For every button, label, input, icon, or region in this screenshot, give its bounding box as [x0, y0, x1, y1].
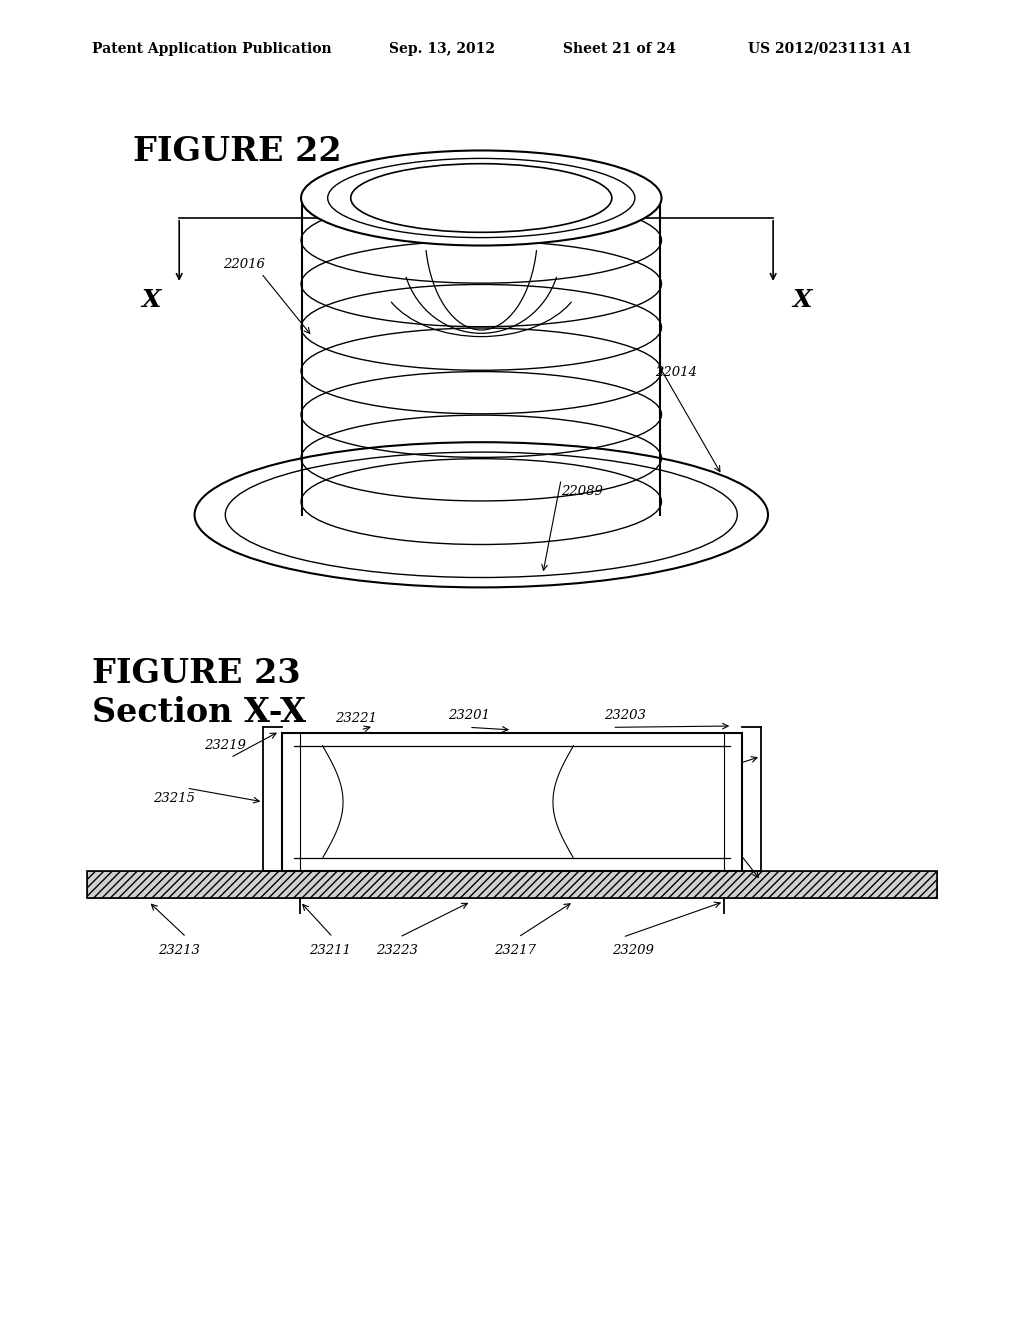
- Text: 22014: 22014: [655, 366, 696, 379]
- Text: Patent Application Publication: Patent Application Publication: [92, 42, 332, 55]
- Text: Section X-X: Section X-X: [92, 697, 306, 729]
- Text: FIGURE 23: FIGURE 23: [92, 657, 301, 689]
- Text: 23211: 23211: [309, 944, 350, 957]
- Ellipse shape: [195, 442, 768, 587]
- Text: Sheet 21 of 24: Sheet 21 of 24: [563, 42, 676, 55]
- Text: 22020: 22020: [422, 162, 463, 176]
- Text: US 2012/0231131 A1: US 2012/0231131 A1: [748, 42, 911, 55]
- Text: X: X: [793, 288, 811, 312]
- Text: 23215: 23215: [154, 792, 195, 805]
- Ellipse shape: [301, 150, 662, 246]
- Bar: [87, 871, 937, 898]
- Text: 23223: 23223: [377, 944, 418, 957]
- Text: 23217: 23217: [495, 944, 536, 957]
- Text: X: X: [141, 288, 160, 312]
- Text: 23213: 23213: [159, 944, 200, 957]
- Text: FIGURE 22: FIGURE 22: [133, 135, 342, 168]
- Text: 22016: 22016: [223, 257, 264, 271]
- Text: 23205: 23205: [676, 763, 717, 776]
- Text: 22019: 22019: [500, 160, 541, 173]
- Text: 23207: 23207: [686, 807, 727, 820]
- Text: 23221: 23221: [336, 711, 377, 725]
- Text: Sep. 13, 2012: Sep. 13, 2012: [389, 42, 496, 55]
- Text: 22010: 22010: [343, 168, 384, 181]
- Ellipse shape: [350, 164, 611, 232]
- Text: 23201: 23201: [449, 709, 489, 722]
- Bar: [87, 871, 937, 898]
- Text: 23219: 23219: [205, 739, 246, 752]
- Text: 23209: 23209: [612, 944, 653, 957]
- Bar: [282, 733, 742, 871]
- Text: 22089: 22089: [561, 484, 602, 498]
- Text: 23203: 23203: [604, 709, 645, 722]
